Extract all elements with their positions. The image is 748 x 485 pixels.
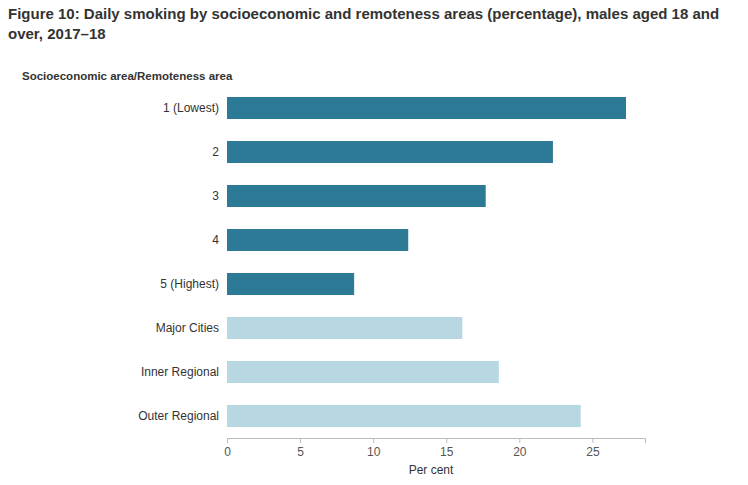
y-tick: 4	[212, 233, 219, 247]
x-tick-mark	[227, 438, 228, 443]
x-axis: 0 5 10 15 20 25	[224, 438, 645, 459]
x-tick-mark	[300, 438, 301, 443]
x-axis-title: Per cent	[409, 463, 454, 477]
y-tick-label: Inner Regional	[141, 365, 219, 379]
y-tick: Inner Regional	[141, 365, 219, 379]
bar	[227, 273, 354, 295]
x-tick-label: 0	[224, 445, 231, 459]
x-tick-mark	[592, 438, 593, 443]
y-tick-label: 5 (Highest)	[160, 277, 219, 291]
x-tick: 25	[586, 438, 600, 459]
bars	[227, 97, 626, 427]
x-tick-label: 15	[440, 445, 454, 459]
y-tick-label: 4	[212, 233, 219, 247]
y-tick: 3	[212, 189, 219, 203]
x-axis-line	[228, 439, 646, 444]
x-tick: 20	[513, 438, 527, 459]
y-tick-label: 2	[212, 145, 219, 159]
x-tick: 15	[440, 438, 454, 459]
x-tick: 10	[367, 438, 381, 459]
y-axis: 1 (Lowest) 2 3 4 5 (Highest) Major Cities Inne…	[138, 101, 219, 423]
chart-svg: 0 5 10 15 20 25 1 (Lowest) 2 3 4 5 (Highest) Major …	[0, 0, 748, 485]
x-tick-label: 20	[513, 445, 527, 459]
y-axis-title: Socioeconomic area/Remoteness area	[22, 70, 233, 82]
bar	[227, 141, 553, 163]
y-tick-label: Outer Regional	[138, 409, 219, 423]
x-tick-mark	[519, 438, 520, 443]
bar	[227, 229, 408, 251]
y-tick: 1 (Lowest)	[163, 101, 219, 115]
y-tick: 5 (Highest)	[160, 277, 219, 291]
y-tick-label: 1 (Lowest)	[163, 101, 219, 115]
bar	[227, 405, 581, 427]
x-tick-label: 5	[297, 445, 304, 459]
y-tick: Outer Regional	[138, 409, 219, 423]
y-tick-label: 3	[212, 189, 219, 203]
x-tick-label: 10	[367, 445, 381, 459]
y-tick-label: Major Cities	[156, 321, 219, 335]
y-tick: 2	[212, 145, 219, 159]
y-tick: Major Cities	[156, 321, 219, 335]
bar	[227, 361, 499, 383]
x-tick-label: 25	[586, 445, 600, 459]
x-tick-mark	[373, 438, 374, 443]
chart-title: Figure 10: Daily smoking by socioeconomi…	[8, 4, 733, 44]
bar	[227, 185, 486, 207]
bar	[227, 97, 626, 119]
bar	[227, 317, 462, 339]
x-tick: 0	[224, 438, 231, 459]
x-tick: 5	[297, 438, 304, 459]
x-tick-mark	[446, 438, 447, 443]
